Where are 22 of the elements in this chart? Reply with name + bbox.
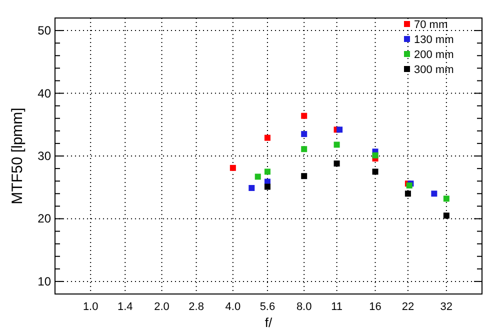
- x-tick-label: 1.4: [117, 301, 133, 313]
- x-tick-label: 16: [369, 301, 382, 313]
- legend-label: 70 mm: [414, 19, 448, 31]
- x-tick-label: 8.0: [296, 301, 312, 313]
- y-tick-label: 30: [38, 149, 52, 163]
- x-tick-label: 2.8: [188, 301, 204, 313]
- x-tick-label: 5.6: [260, 301, 276, 313]
- y-tick-label: 20: [38, 212, 52, 226]
- x-tick-label: 4.0: [225, 301, 241, 313]
- x-tick-label: 32: [440, 301, 453, 313]
- x-tick-label: 2.0: [154, 301, 170, 313]
- legend-label: 300 mm: [414, 64, 454, 76]
- legend-label: 130 mm: [414, 34, 454, 46]
- x-tick-label: 1.0: [82, 301, 98, 313]
- x-axis-title: f/: [264, 315, 272, 330]
- legend-label: 200 mm: [414, 49, 454, 61]
- y-axis-title: MTF50 [lpmm]: [9, 108, 26, 204]
- y-tick-label: 50: [38, 24, 52, 38]
- y-tick-label: 10: [38, 274, 52, 288]
- x-tick-label: 11: [331, 301, 343, 313]
- y-tick-label: 40: [38, 86, 52, 100]
- x-tick-label: 22: [402, 301, 414, 313]
